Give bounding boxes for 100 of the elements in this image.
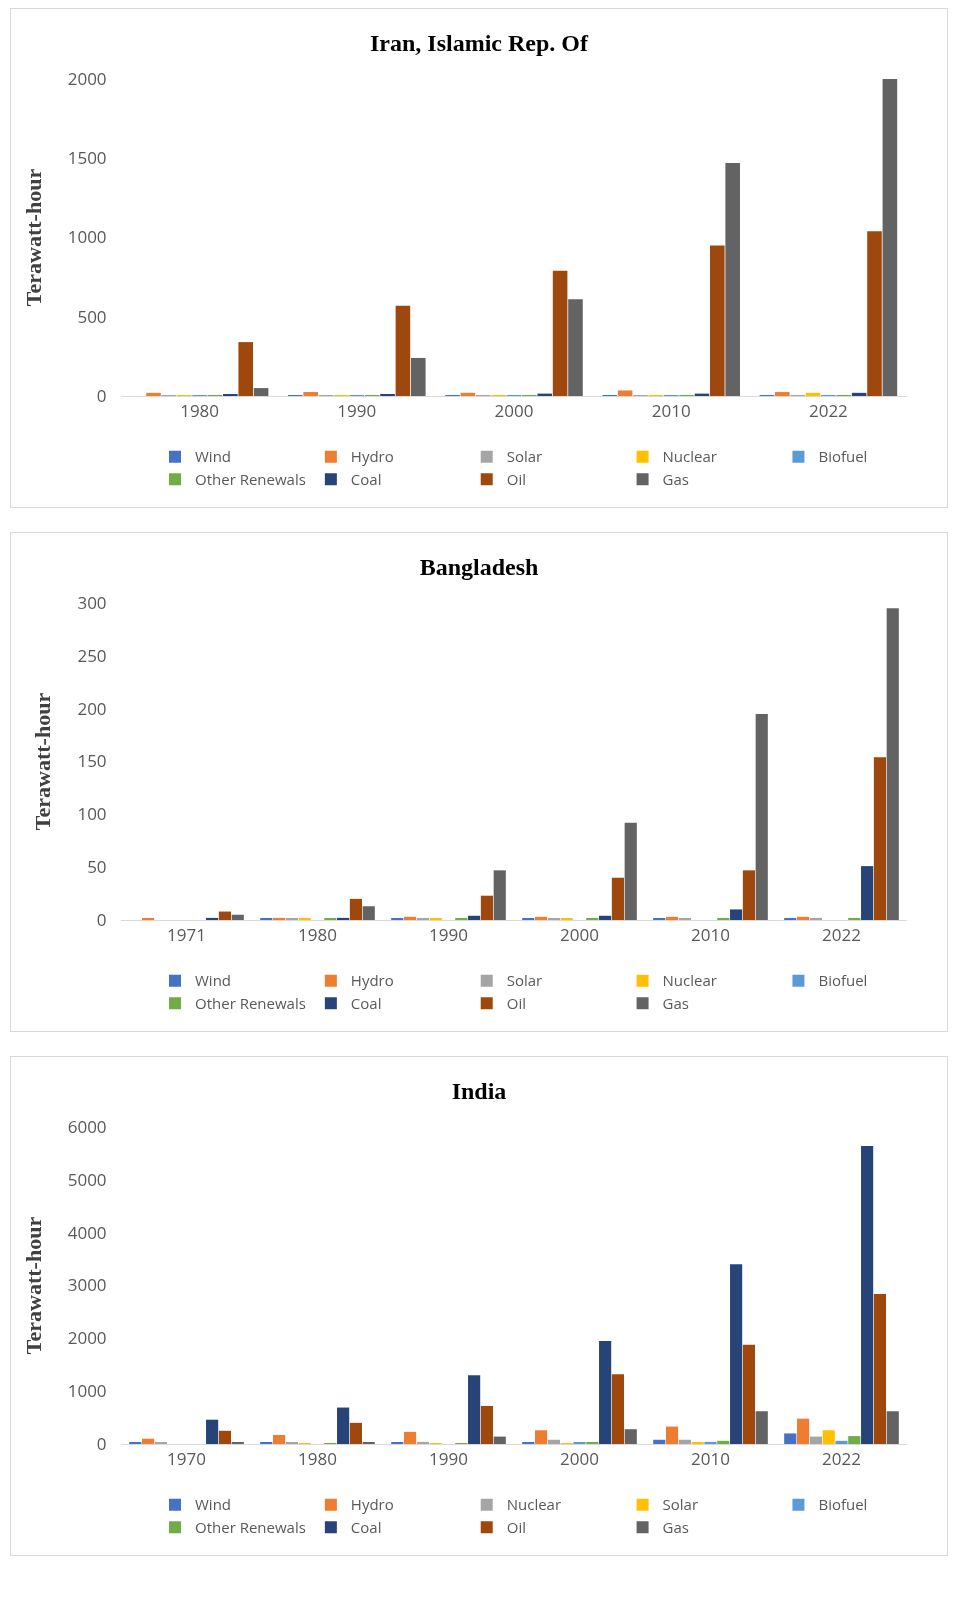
x-tick-label: 2000: [560, 1447, 599, 1471]
y-tick-label: 2000: [67, 1326, 107, 1350]
bar: [867, 231, 882, 396]
legend-label: Coal: [350, 1516, 382, 1537]
bar: [809, 917, 822, 920]
bar: [468, 915, 481, 920]
bar: [141, 1438, 155, 1444]
x-tick-label: 2010: [691, 923, 730, 947]
bar: [822, 1430, 835, 1444]
legend-label: Solar: [506, 446, 543, 467]
y-tick-label: 300: [77, 590, 107, 614]
bar: [416, 1441, 429, 1444]
legend-label: Wind: [195, 446, 232, 467]
bar: [547, 1439, 560, 1444]
legend-label: Hydro: [350, 1494, 394, 1515]
bar: [349, 898, 363, 920]
bar: [624, 822, 637, 920]
x-tick-label: 1990: [337, 399, 377, 423]
bar: [704, 1441, 717, 1444]
bar: [796, 1418, 810, 1444]
bar: [730, 1264, 743, 1444]
bar: [665, 1426, 679, 1444]
bar: [861, 866, 874, 920]
x-tick-label: 2010: [651, 399, 691, 423]
y-tick-label: 0: [96, 383, 107, 407]
legend-label: Gas: [662, 468, 689, 489]
y-axis-title: Terawatt-hour: [20, 1216, 46, 1355]
y-tick-label: 250: [77, 643, 107, 667]
bar: [534, 1430, 548, 1444]
legend-label: Gas: [662, 992, 689, 1013]
y-tick-label: 100: [77, 802, 107, 826]
legend-label: Coal: [350, 468, 382, 489]
bar: [403, 916, 417, 920]
y-tick-label: 150: [77, 749, 107, 773]
bar: [303, 392, 318, 396]
chart-title: India: [451, 1077, 507, 1104]
bar: [218, 1430, 232, 1444]
bar: [349, 1422, 363, 1444]
y-axis-title: Terawatt-hour: [20, 168, 46, 307]
legend-label: Solar: [662, 1494, 699, 1515]
y-tick-label: 4000: [67, 1220, 107, 1244]
legend-label: Coal: [350, 992, 382, 1013]
legend-label: Wind: [195, 970, 232, 991]
x-tick-label: 2022: [822, 1447, 861, 1471]
x-tick-label: 1980: [298, 1447, 337, 1471]
y-tick-label: 0: [96, 1431, 107, 1455]
x-tick-label: 1970: [167, 1447, 206, 1471]
bar: [873, 1293, 887, 1444]
legend-label: Oil: [506, 468, 526, 489]
bar: [272, 1435, 286, 1444]
bar: [480, 895, 494, 920]
bar: [493, 1436, 506, 1444]
y-axis-title: Terawatt-hour: [30, 692, 56, 831]
x-tick-label: 1990: [429, 1447, 468, 1471]
x-tick-label: 1980: [180, 399, 220, 423]
bar: [710, 245, 725, 396]
x-tick-label: 2022: [808, 399, 848, 423]
legend-label: Biofuel: [818, 1494, 868, 1515]
bar: [809, 1436, 822, 1444]
bar: [337, 1407, 350, 1444]
legend-label: Oil: [506, 1516, 526, 1537]
x-tick-label: 1990: [429, 923, 468, 947]
bar: [231, 914, 244, 920]
y-tick-label: 6000: [67, 1114, 107, 1138]
x-tick-label: 1971: [167, 923, 206, 947]
bar: [755, 1411, 768, 1444]
bar: [617, 390, 633, 396]
bar: [206, 917, 219, 920]
y-tick-label: 1000: [67, 225, 107, 249]
y-tick-label: 50: [87, 855, 107, 879]
legend-label: Gas: [662, 1516, 689, 1537]
legend-label: Oil: [506, 992, 526, 1013]
y-tick-label: 3000: [67, 1273, 107, 1297]
bar: [665, 916, 679, 920]
bar: [730, 909, 743, 920]
chart-title: Iran, Islamic Rep. Of: [370, 29, 589, 56]
bar: [146, 392, 161, 396]
legend-label: Other Renewals: [195, 1516, 306, 1537]
legend-label: Hydro: [350, 446, 394, 467]
bar: [253, 388, 269, 396]
bar: [599, 915, 612, 920]
legend-label: Wind: [195, 1494, 232, 1515]
legend-label: Biofuel: [818, 446, 868, 467]
bar: [468, 1375, 481, 1444]
x-tick-label: 2000: [494, 399, 534, 423]
bar: [395, 305, 411, 396]
x-tick-label: 1980: [298, 923, 337, 947]
bar: [848, 1436, 861, 1444]
bar: [805, 392, 821, 396]
bar: [534, 916, 548, 920]
y-tick-label: 5000: [67, 1167, 107, 1191]
bar: [861, 1146, 874, 1444]
bar: [611, 877, 625, 920]
bar: [742, 870, 756, 920]
bar: [835, 1440, 848, 1444]
y-tick-label: 500: [77, 304, 107, 328]
bar: [272, 917, 286, 920]
bar: [886, 608, 899, 920]
bar: [742, 1344, 756, 1444]
bar: [206, 1419, 219, 1444]
